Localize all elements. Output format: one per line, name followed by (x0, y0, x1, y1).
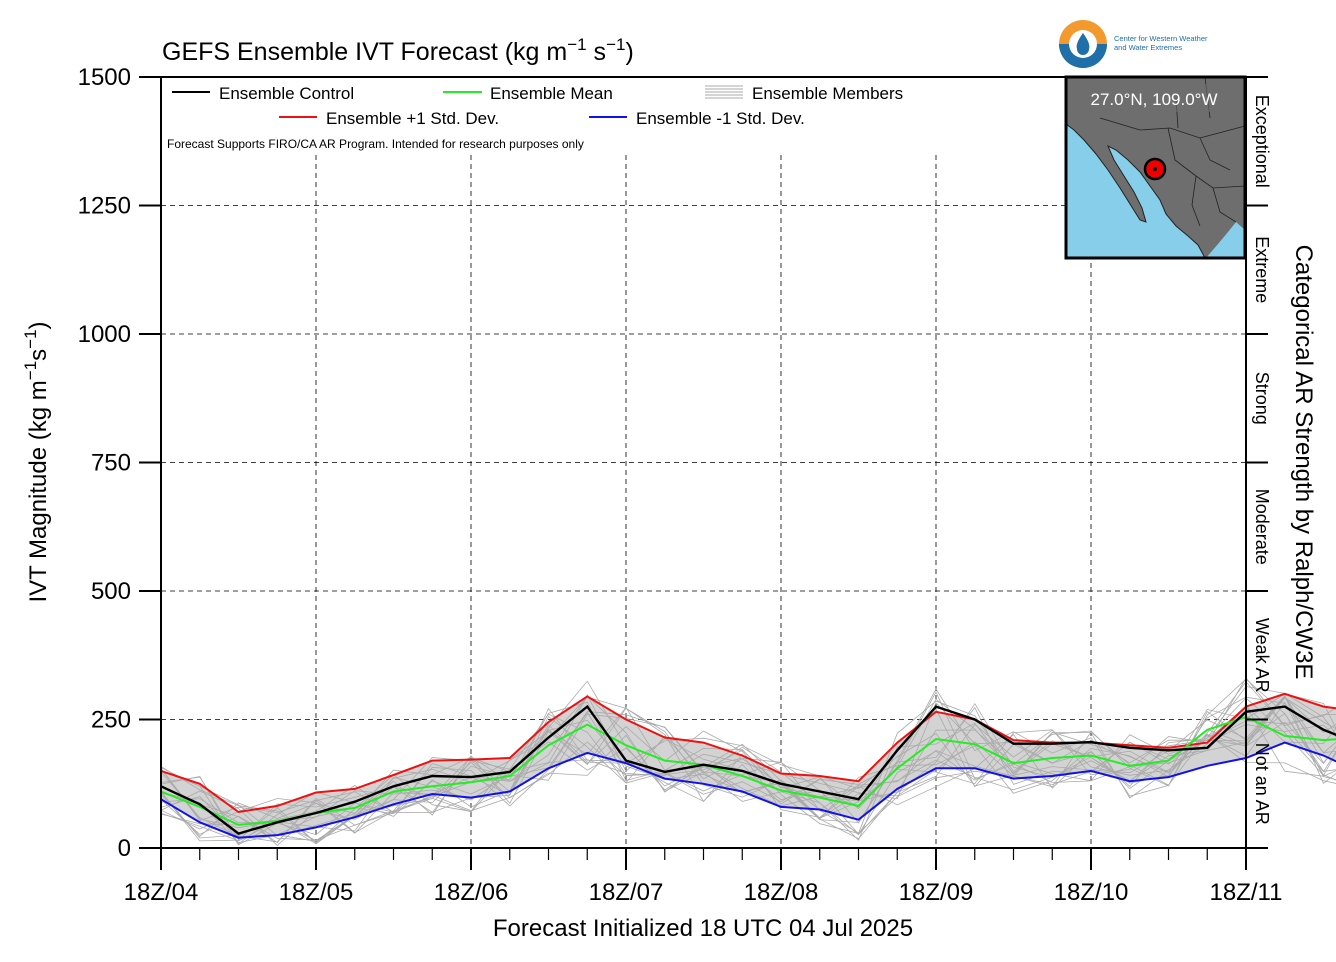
series-ensemble-1-std-dev (160, 741, 1336, 839)
y-tick-label: 0 (118, 835, 131, 862)
x-tick-label: 18Z/09 (899, 879, 974, 906)
chart-title: GEFS Ensemble IVT Forecast (kg m−1 s−1) (162, 35, 634, 66)
x-tick-label: 18Z/11 (1210, 879, 1283, 906)
grid-lines (161, 155, 1246, 848)
member-line (160, 701, 1336, 841)
x-tick-label: 18Z/07 (589, 879, 664, 906)
location-marker-center (1153, 167, 1157, 171)
ar-category-label: Exceptional (1252, 95, 1272, 188)
inset-map-gulf-coast (1206, 222, 1245, 258)
legend-swatch-members (705, 85, 743, 99)
y-tick-label: 1000 (78, 321, 131, 348)
y-tick-label: 1250 (78, 193, 131, 220)
legend-label-minus-std: Ensemble -1 Std. Dev. (636, 109, 805, 128)
plot-frame (160, 76, 1247, 849)
inset-map-coords-box (1074, 84, 1224, 112)
ar-category-label: Strong (1252, 372, 1272, 425)
x-tick-label: 18Z/08 (744, 879, 819, 906)
x-tick-label: 18Z/06 (434, 879, 509, 906)
series-ensemble-control (160, 704, 1336, 835)
logo-drop-icon (1076, 33, 1090, 55)
legend: Ensemble Control Ensemble Mean Ensemble … (172, 84, 903, 128)
x-tick-label: 18Z/05 (279, 879, 354, 906)
inset-map: 27.0°N, 109.0°W (1064, 75, 1247, 260)
ar-category-label: Moderate (1252, 489, 1272, 565)
member-line (160, 706, 1336, 843)
y-axis-label: IVT Magnitude (kg m−1s−1) (21, 321, 52, 602)
ar-category-label: Weak AR (1252, 618, 1272, 693)
ar-category-label: Extreme (1252, 236, 1272, 303)
member-line (160, 697, 1336, 844)
legend-label-control: Ensemble Control (219, 84, 354, 103)
logo-text-line1: Center for Western Weather (1114, 34, 1208, 43)
legend-label-plus-std: Ensemble +1 Std. Dev. (326, 109, 499, 128)
member-line (160, 694, 1336, 837)
axis-ticks: 0 250 500 750 1000 1250 1500 18Z/04 18Z/05 18Z/06… (78, 64, 1283, 906)
ar-categories: Not an AR Weak AR Moderate Strong Extreme Exc… (1252, 95, 1272, 825)
member-line (160, 678, 1336, 846)
y-tick-label: 1500 (78, 64, 131, 91)
member-line (160, 680, 1336, 834)
series-ensemble-1-std-dev (160, 692, 1336, 814)
right-axis-label: Categorical AR Strength by Ralph/CW3E (1290, 245, 1317, 680)
member-line (160, 705, 1336, 842)
member-line (160, 696, 1336, 842)
inset-map-coordinates: 27.0°N, 109.0°W (1091, 90, 1218, 109)
member-line (160, 696, 1336, 844)
ar-category-label: Not an AR (1252, 743, 1272, 825)
legend-label-members: Ensemble Members (752, 84, 903, 103)
y-tick-label: 250 (91, 707, 131, 734)
y-tick-label: 500 (91, 578, 131, 605)
cw3e-logo: Center for Western Weather and Water Ext… (1059, 20, 1208, 68)
x-tick-label: 18Z/04 (124, 879, 199, 906)
member-line (160, 693, 1336, 840)
member-line (160, 696, 1336, 841)
logo-text-line2: and Water Extremes (1114, 43, 1182, 52)
research-notice: Forecast Supports FIRO/CA AR Program. In… (167, 137, 584, 151)
series-ensemble-mean (160, 715, 1336, 826)
series-lines (160, 692, 1336, 839)
x-tick-label: 18Z/10 (1054, 879, 1129, 906)
spread-envelope (161, 693, 1336, 838)
inset-map-frame (1064, 75, 1247, 260)
y-tick-label: 750 (91, 450, 131, 477)
ensemble-members (160, 677, 1336, 846)
x-axis-label: Forecast Initialized 18 UTC 04 Jul 2025 (493, 915, 913, 942)
legend-label-mean: Ensemble Mean (490, 84, 613, 103)
member-line (160, 697, 1336, 844)
